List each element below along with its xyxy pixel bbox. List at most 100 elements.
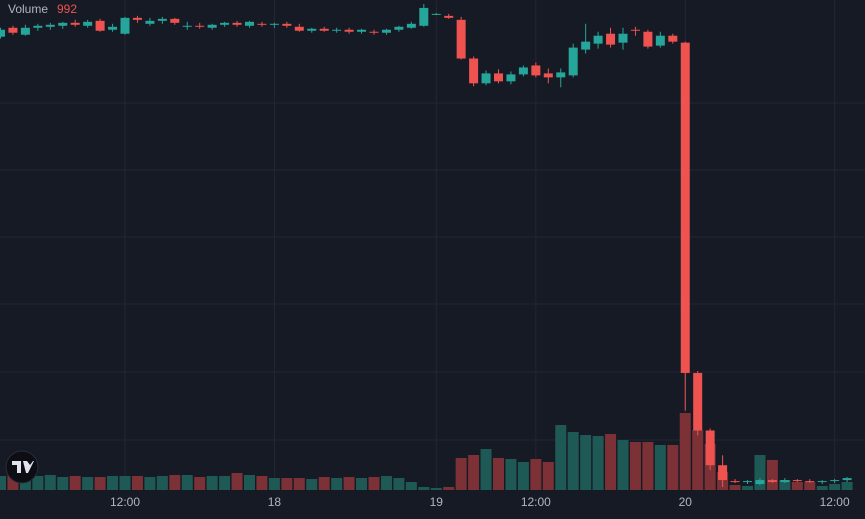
candle-body [792,480,802,482]
volume-bar [430,488,442,490]
candle-body [170,18,180,23]
volume-bar [468,455,480,490]
volume-bar [57,477,69,490]
volume-bar [268,478,280,490]
volume-bar [343,477,355,490]
volume-bar [729,485,741,490]
x-tick-label: 18 [268,495,282,509]
volume-bar [206,476,218,490]
legend-label: Volume [8,2,48,16]
volume-bar [69,476,81,490]
candle-body [606,33,616,45]
candle-body [655,35,665,46]
candle-body [120,17,130,34]
candle-body [257,23,267,25]
candle-body [543,73,553,78]
candle-body [456,19,466,59]
volume-bar [306,479,318,490]
volume-bar [605,434,617,490]
candle-body [157,18,167,21]
candle-body [108,26,118,30]
candles [0,3,852,488]
volume-bar [455,458,467,490]
x-tick-label: 12:00 [521,495,551,509]
volume-bar [32,476,44,490]
candle-body [58,22,68,26]
volume-bar [82,477,94,490]
volume-bar [0,476,6,490]
volume-bar [580,435,592,490]
volume-bar [530,459,542,490]
candle-body [245,21,254,26]
candle-body [556,72,566,78]
candle-body [381,29,391,33]
candle-body [282,23,292,26]
volume-bar [7,475,19,490]
volume-bar [356,478,368,490]
volume-bars [0,413,853,490]
candle-body [332,29,342,31]
volume-bar [44,475,56,490]
x-tick-label: 19 [430,495,444,509]
candle-body [344,29,354,32]
volume-bar [493,458,504,490]
candle-body [294,26,304,31]
candle-body [232,22,242,25]
candle-body [518,67,528,75]
volume-bar [505,459,517,490]
volume-bar [443,487,455,490]
x-axis: 12:00 18 19 12:00 20 12:00 [110,495,850,509]
candle-body [207,24,217,28]
volume-bar [480,449,492,490]
volume-bar [418,487,430,490]
candle-body [269,23,279,25]
candle-body [693,372,703,431]
candle-body [506,74,516,82]
candle-body [45,24,55,27]
logo-glyph [12,461,34,473]
volume-bar [281,478,293,490]
volume-bar [119,476,131,490]
volume-bar [331,478,343,490]
volume-bar [244,475,255,490]
x-tick-label: 12:00 [110,495,140,509]
candle-body [419,7,429,26]
candle-body [70,22,80,25]
candle-body [780,480,790,483]
logo [5,450,39,484]
candle-body [743,481,752,483]
volume-bar [94,477,106,490]
volume-bar [654,445,666,490]
volume-bar [592,436,604,490]
candle-body [568,47,578,76]
candle-body [643,31,653,47]
volume-bar [642,442,654,490]
candle-body [718,465,728,481]
volume-bar [256,476,268,490]
candle-body [581,41,591,50]
candle-body [95,20,105,31]
candle-body [705,430,715,466]
candle-body [182,25,192,27]
candle-body [431,13,441,15]
candle-body [680,42,690,373]
volume-bar [829,484,841,490]
volume-bar [667,445,679,490]
volume-bar [156,476,168,490]
candle-body [755,480,765,485]
legend-value: 992 [57,2,77,16]
candle-body [145,20,155,24]
candle-body [132,17,142,20]
volume-bar [380,476,392,490]
volume-bar [766,460,778,490]
candle-body [444,15,454,18]
volume-bar [629,442,641,490]
volume-bar [754,455,766,490]
volume-bar [219,476,231,490]
x-tick-label: 12:00 [820,495,850,509]
volume-bar [194,477,206,490]
horizontal-grid [0,102,865,441]
volume-bar [791,482,803,490]
candle-body [805,481,815,483]
